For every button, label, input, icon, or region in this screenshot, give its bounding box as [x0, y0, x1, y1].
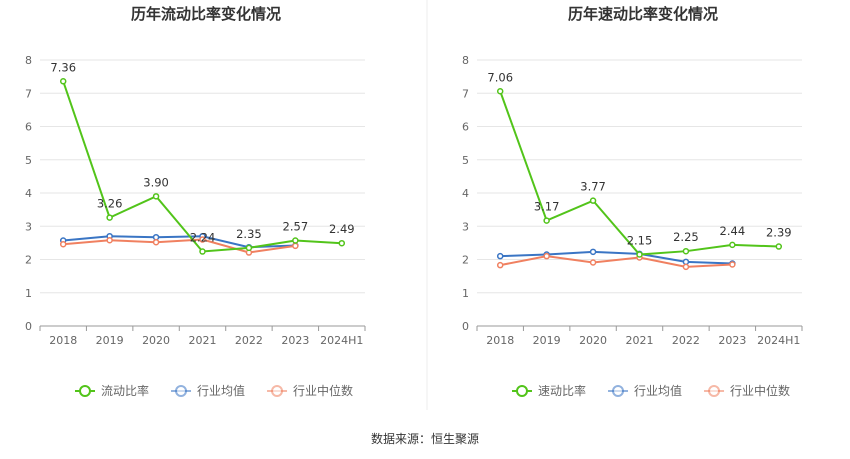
data-label: 3.90: [143, 175, 169, 189]
y-tick-label: 6: [462, 121, 469, 134]
legend-label: 行业均值: [634, 383, 682, 398]
x-tick-label: 2023: [718, 334, 746, 347]
data-point: [199, 236, 206, 243]
legend-label: 行业中位数: [293, 383, 353, 398]
data-point: [682, 263, 690, 271]
data-point: [543, 252, 550, 260]
data-label: 2.44: [720, 224, 746, 238]
data-point: [59, 78, 67, 85]
data-label: 2.15: [627, 234, 653, 248]
x-tick-label: 2021: [626, 334, 654, 347]
y-tick-label: 1: [462, 287, 469, 300]
legend-marker: [708, 385, 721, 397]
y-tick-label: 3: [25, 220, 32, 233]
data-point: [729, 241, 736, 249]
legend-label: 流动比率: [101, 383, 149, 398]
x-tick-label: 2019: [96, 334, 124, 347]
data-label: 2.35: [236, 227, 262, 241]
x-tick-label: 2023: [281, 334, 309, 347]
legend-marker: [612, 385, 625, 397]
legend-marker: [79, 385, 91, 397]
y-tick-label: 8: [462, 54, 469, 67]
data-label: 2.39: [766, 226, 792, 240]
y-tick-label: 7: [25, 87, 32, 100]
data-point: [636, 251, 643, 258]
y-tick-label: 2: [25, 254, 32, 267]
y-tick-label: 6: [25, 121, 32, 134]
data-point: [106, 214, 113, 221]
y-tick-label: 1: [25, 287, 32, 300]
y-tick-label: 3: [462, 220, 469, 233]
x-tick-label: 2021: [189, 334, 217, 347]
data-label: 7.06: [487, 70, 513, 84]
data-point: [543, 217, 550, 224]
data-point: [729, 261, 736, 268]
data-point: [682, 247, 690, 255]
y-tick-label: 0: [462, 320, 469, 333]
x-tick-label: 2024H1: [757, 334, 800, 347]
x-tick-label: 2020: [142, 334, 170, 347]
data-point: [775, 243, 783, 250]
x-tick-label: 2018: [486, 334, 514, 347]
y-tick-label: 0: [25, 320, 32, 333]
data-point: [199, 248, 206, 255]
x-tick-label: 2024H1: [320, 334, 363, 347]
data-point: [59, 240, 67, 248]
legend-marker: [175, 385, 188, 397]
legend-label: 行业均值: [197, 383, 245, 398]
y-tick-label: 4: [25, 187, 32, 200]
x-tick-label: 2022: [235, 334, 263, 347]
y-tick-label: 4: [462, 187, 469, 200]
chart-title: 历年速动比率变化情况: [568, 5, 718, 23]
chart-title: 历年流动比率变化情况: [131, 5, 281, 23]
data-point: [152, 193, 160, 200]
data-point: [496, 261, 504, 269]
data-point: [292, 242, 299, 250]
data-label: 2.57: [283, 220, 309, 234]
data-point: [245, 244, 253, 252]
chart-panel-1: 历年流动比率变化情况 0 1 2 3 4 5 6 7 8 2018 2019 2020 2021 2022 2…: [25, 5, 366, 398]
data-label: 7.36: [50, 60, 76, 74]
data-source-note: 数据来源：恒生聚源: [371, 431, 479, 446]
x-tick-label: 2020: [579, 334, 607, 347]
data-point: [338, 239, 346, 247]
y-tick-label: 5: [25, 154, 32, 167]
data-point: [292, 237, 299, 244]
data-label: 2.49: [329, 222, 355, 236]
x-tick-label: 2022: [672, 334, 700, 347]
legend-marker: [516, 385, 528, 397]
chart-panel-2: 历年速动比率变化情况 0 1 2 3 4 5 6 7 8 2018 2019 2020 2021 2022 2…: [462, 5, 803, 398]
data-point: [496, 88, 504, 95]
y-tick-label: 2: [462, 254, 469, 267]
y-tick-label: 5: [462, 154, 469, 167]
data-point: [589, 197, 597, 204]
data-point: [589, 259, 597, 266]
data-label: 3.77: [580, 180, 606, 194]
data-label: 3.26: [97, 197, 123, 211]
y-tick-label: 8: [25, 54, 32, 67]
legend-label: 行业中位数: [730, 383, 790, 398]
series-line-3: [63, 238, 296, 254]
y-tick-label: 7: [462, 87, 469, 100]
x-tick-label: 2019: [533, 334, 561, 347]
data-point: [152, 238, 160, 246]
data-point: [106, 236, 113, 244]
series-line-3: [500, 255, 733, 268]
data-point: [589, 248, 597, 256]
x-tick-label: 2018: [49, 334, 77, 347]
legend-marker: [271, 385, 284, 397]
data-label: 3.17: [534, 200, 560, 214]
data-point: [496, 252, 504, 260]
series-line-2: [500, 250, 733, 265]
legend-label: 速动比率: [538, 383, 586, 398]
data-label: 2.25: [673, 230, 699, 244]
data-label: 2.24: [190, 231, 216, 245]
